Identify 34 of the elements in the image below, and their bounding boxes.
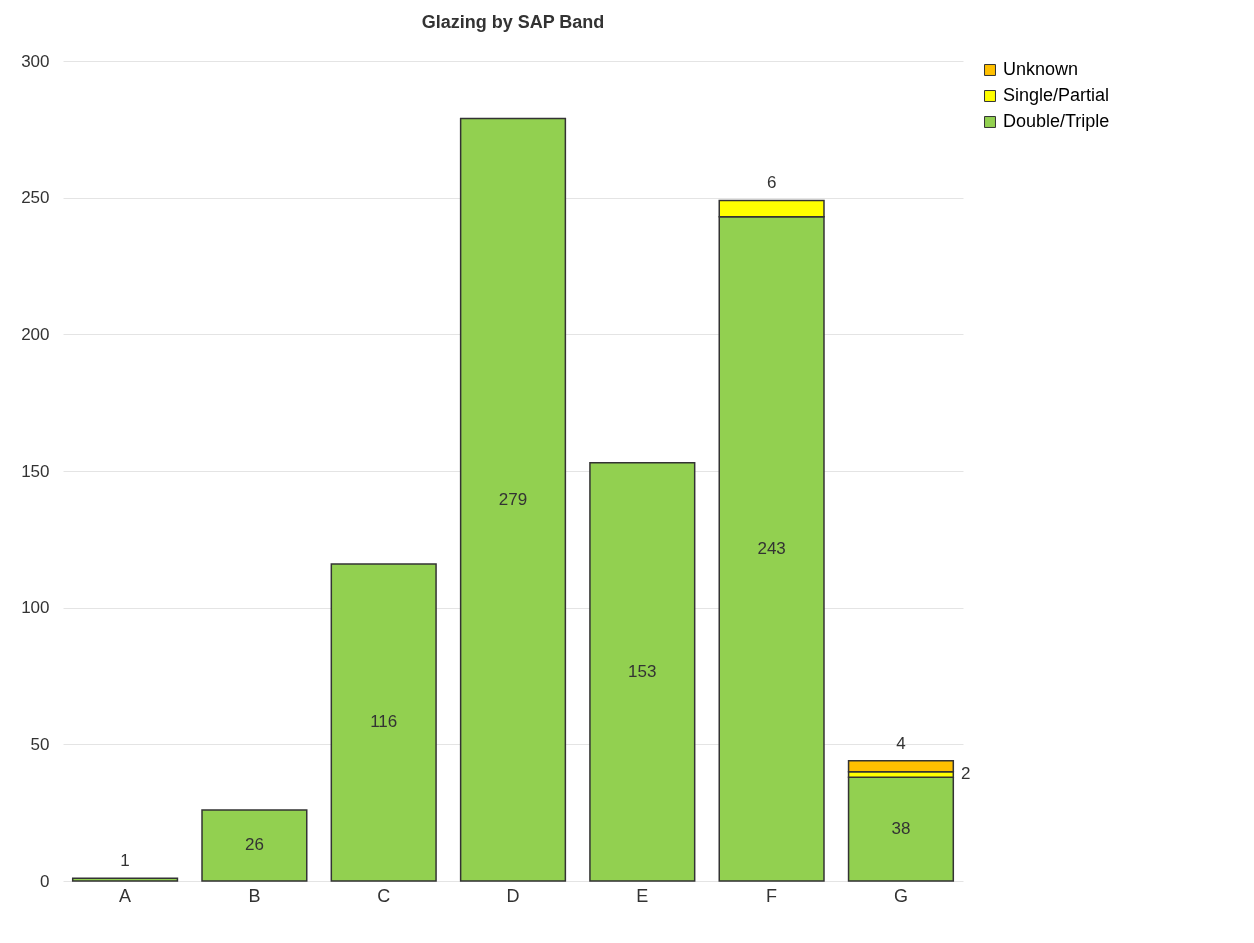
x-tick-label: F <box>766 885 778 906</box>
legend-label: Single/Partial <box>1003 85 1110 105</box>
x-tick-label: C <box>377 885 391 906</box>
x-tick-label: E <box>636 885 649 906</box>
bar <box>71 877 179 882</box>
data-label: 6 <box>766 173 777 193</box>
data-label: 38 <box>891 819 911 839</box>
y-tick-label: 50 <box>30 734 50 754</box>
data-label: 243 <box>757 538 786 558</box>
data-label: 4 <box>896 733 906 753</box>
x-tick-label: G <box>893 885 908 906</box>
x-tick-label: D <box>506 885 520 906</box>
y-tick-label: 200 <box>21 324 50 344</box>
legend-label: Unknown <box>1003 59 1079 79</box>
data-label: 26 <box>244 835 264 855</box>
legend-label: Double/Triple <box>1003 111 1110 131</box>
chart-title: Glazing by SAP Band <box>421 12 605 32</box>
x-tick-label: A <box>119 885 132 906</box>
bar <box>847 776 955 882</box>
bar <box>589 462 696 882</box>
y-tick-label: 100 <box>21 598 50 618</box>
data-label: 279 <box>498 489 528 509</box>
bar <box>459 117 567 882</box>
y-tick-label: 150 <box>21 461 50 481</box>
bar <box>330 563 437 882</box>
y-tick-label: 250 <box>21 188 50 208</box>
data-label: 153 <box>628 661 657 681</box>
y-tick-label: 0 <box>40 871 50 891</box>
data-label: 1 <box>120 851 130 871</box>
bar <box>201 809 308 882</box>
data-label: 116 <box>370 712 398 732</box>
y-tick-label: 300 <box>21 51 50 71</box>
x-tick-label: B <box>248 885 261 906</box>
data-label: 2 <box>960 764 971 784</box>
